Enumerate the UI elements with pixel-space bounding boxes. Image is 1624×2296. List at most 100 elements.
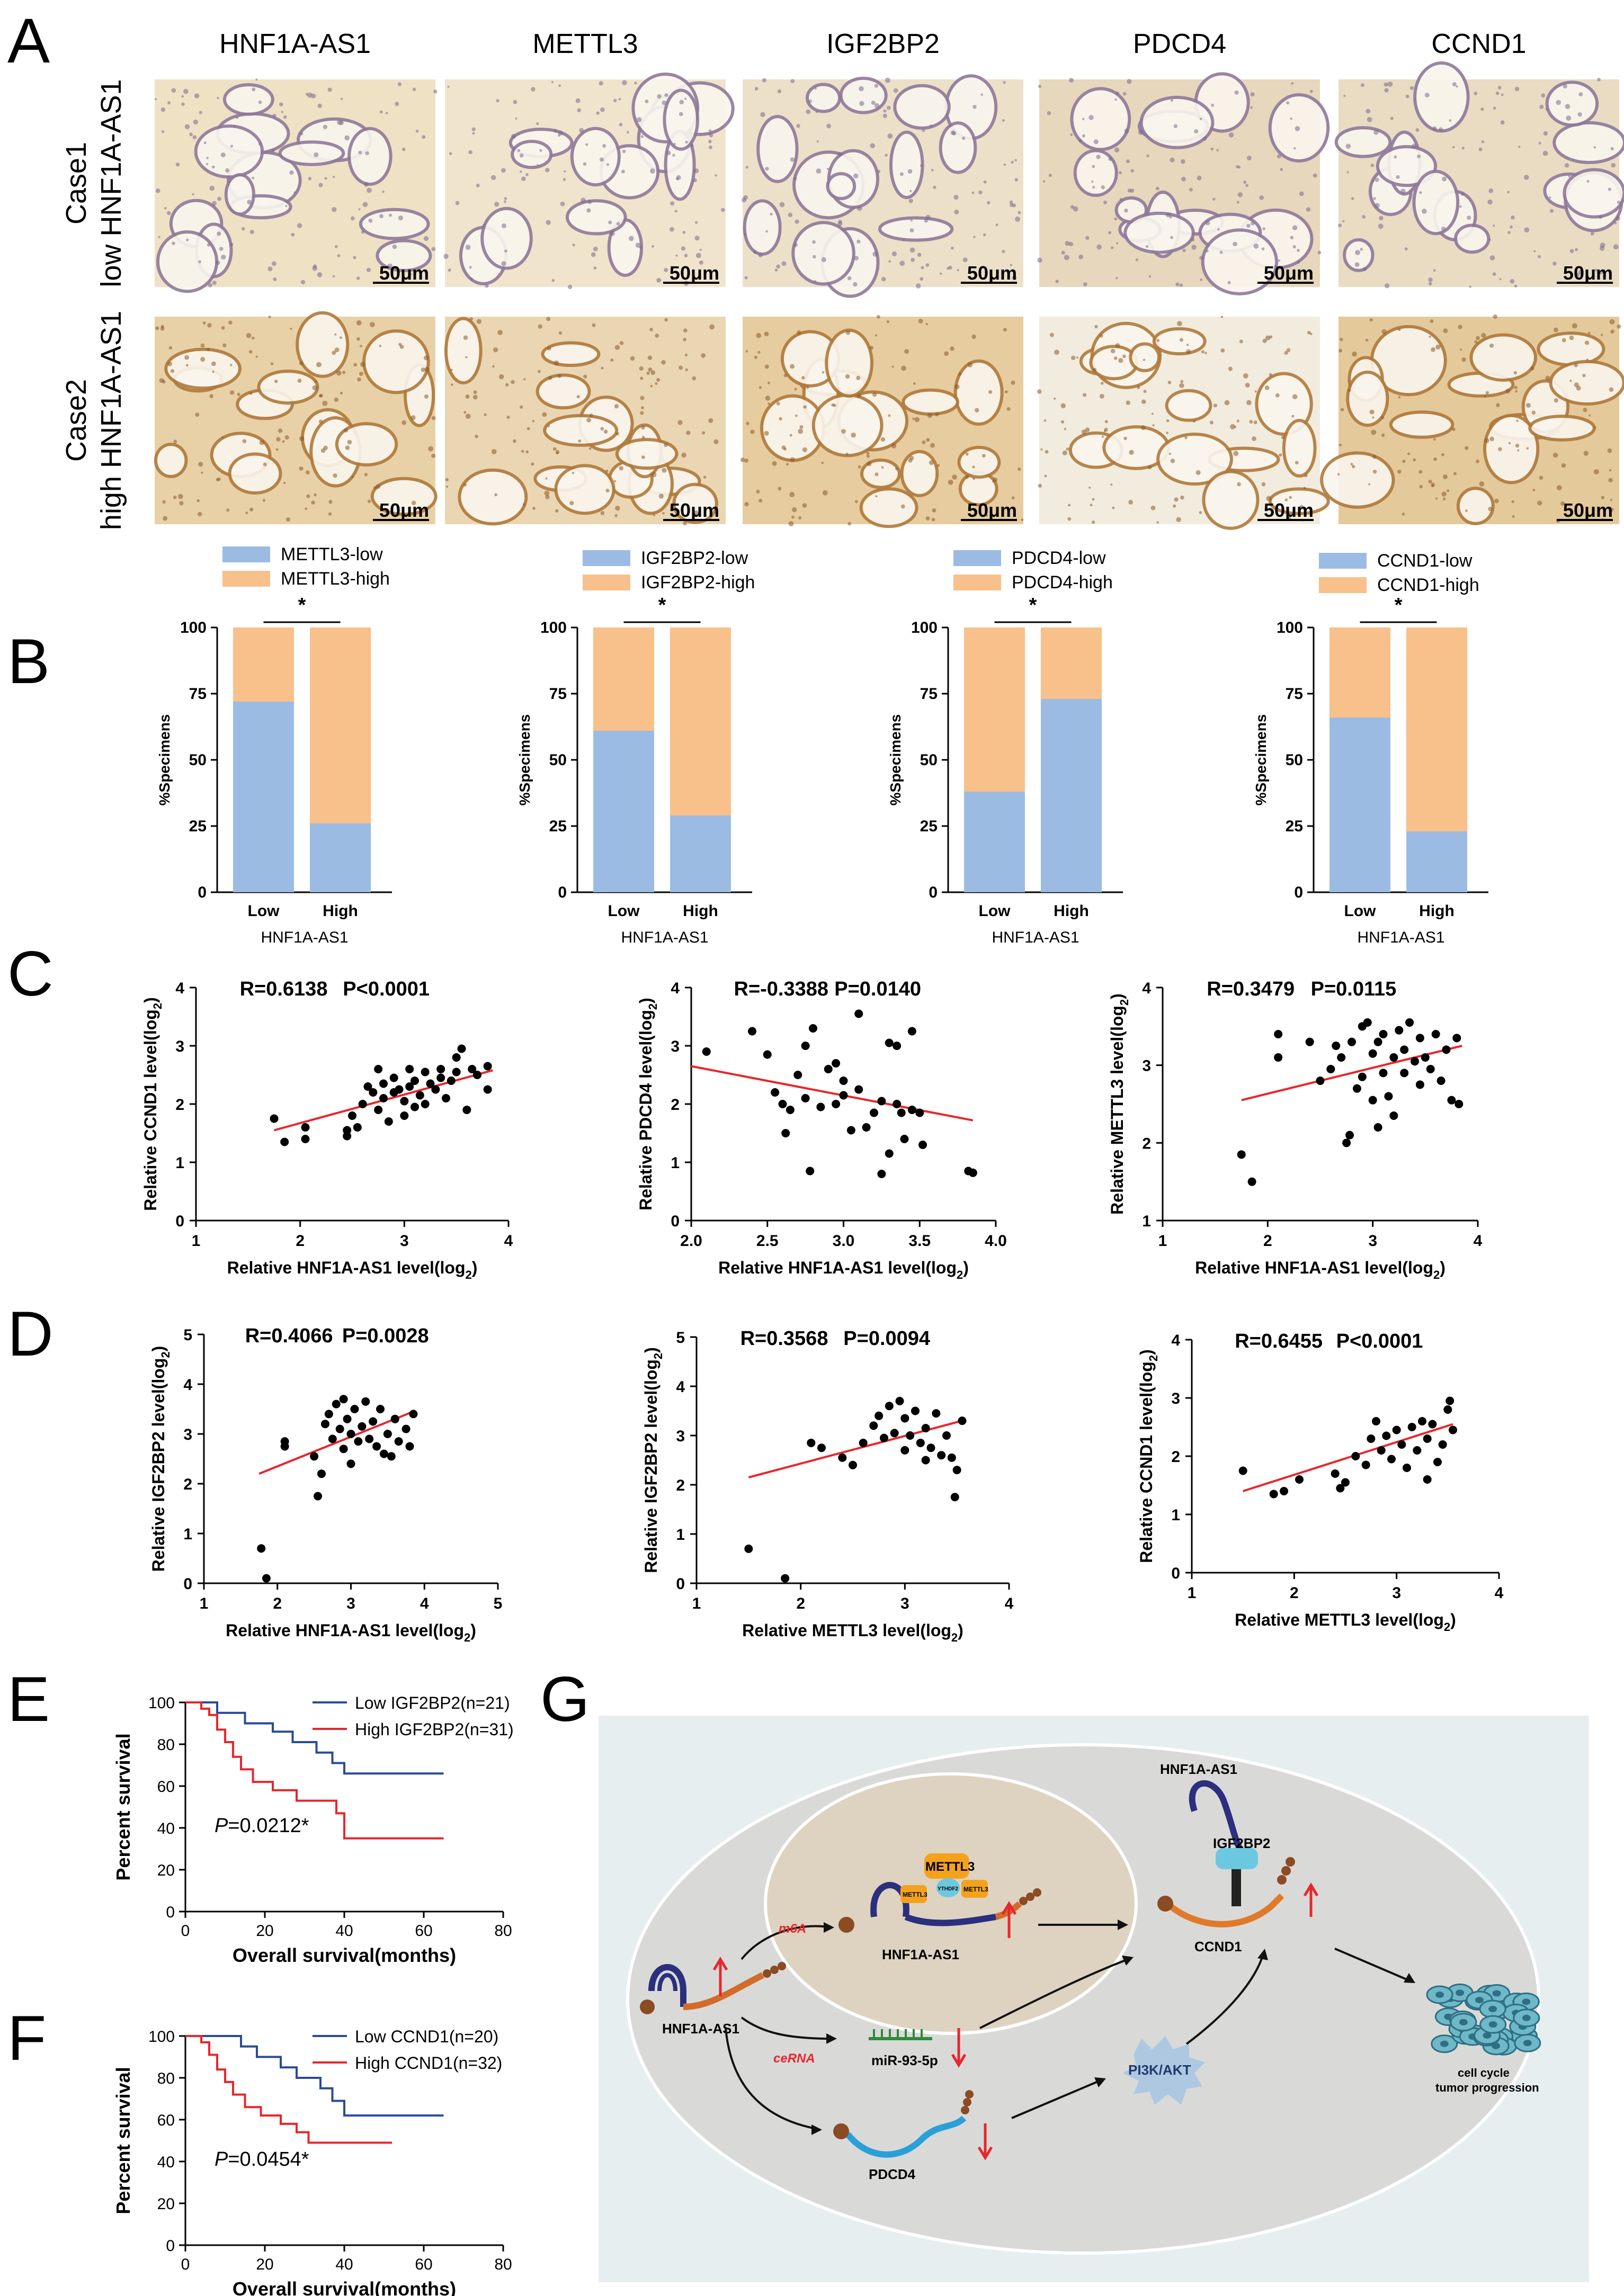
y-tick-label: 0 [558, 884, 567, 901]
data-point [1342, 1138, 1351, 1147]
data-point [405, 1065, 414, 1073]
x-axis-label: Relative METTL3 level(log2) [742, 1621, 963, 1644]
data-point [1392, 1425, 1401, 1434]
data-point [1397, 1440, 1406, 1449]
stacked-bar-chart: CCND1-low CCND1-high 0 25 50 75 100 %Specimens L… [1253, 551, 1488, 946]
scatter-plot: 2.0 2.5 3.0 3.5 4.0 0 1 2 3 4 Relative HNF1A-AS1 l… [636, 978, 1007, 1281]
data-point [1447, 1096, 1456, 1105]
data-point [301, 1135, 310, 1143]
y-tick-label: 25 [189, 818, 207, 835]
bar-high-segment [670, 627, 731, 815]
legend-swatch-high [222, 571, 270, 587]
arrowhead [824, 1922, 834, 1933]
x-tick-label: 1 [692, 1595, 701, 1612]
data-point [369, 1088, 378, 1097]
data-point [1316, 1077, 1325, 1085]
data-point [786, 1106, 795, 1114]
data-point [1358, 1072, 1367, 1081]
data-point [893, 1042, 902, 1050]
ccnd1-to-outcome-arrow [1334, 1948, 1409, 1981]
data-point [801, 1094, 810, 1102]
y-tick-label: 0 [166, 1904, 175, 1921]
igf2bp2-label: IGF2BP2 [1213, 1835, 1270, 1851]
data-point [452, 1053, 461, 1062]
pi3k-akt-burst [1123, 2036, 1205, 2105]
x-axis-label: HNF1A-AS1 [621, 929, 708, 946]
y-tick-label: 2 [1171, 1448, 1180, 1466]
legend-swatch-high [953, 575, 1001, 590]
y-tick-label: 25 [920, 818, 938, 835]
polya-bead [1019, 1897, 1028, 1905]
y-tick-label: 4 [1142, 980, 1151, 997]
x-tick-label: 1 [192, 1232, 201, 1250]
data-point [952, 1466, 961, 1475]
y-tick-label: 0 [166, 2237, 175, 2255]
data-point [816, 1102, 825, 1111]
stacked-bar-chart: PDCD4-low PDCD4-high 0 25 50 75 100 %Specimens L… [887, 548, 1123, 946]
m6a-arrow [740, 1925, 832, 1960]
y-tick-label: 100 [148, 2028, 175, 2046]
scale-bar-label: 50μm [1264, 262, 1314, 284]
survival-curve [185, 1701, 444, 1775]
scale-bar-label: 50μm [1563, 499, 1613, 521]
data-point [1372, 1417, 1380, 1425]
data-point [328, 1434, 337, 1443]
hnf1a-as1-rna-left [640, 1962, 786, 2014]
y-axis-label: Percent survival [112, 2067, 134, 2214]
data-point [1384, 1092, 1393, 1101]
panel-letter-a: A [7, 5, 50, 76]
ccnd1-protein-stalk [1232, 1869, 1241, 1906]
data-point [1341, 1478, 1350, 1487]
data-point [1403, 1464, 1411, 1472]
x-tick-label: 20 [256, 2256, 273, 2273]
bar-high-segment [964, 627, 1025, 792]
data-point [926, 1443, 935, 1452]
scale-bar-label: 50μm [670, 262, 719, 284]
data-point [262, 1574, 271, 1583]
y-tick-label: 0 [676, 1575, 685, 1593]
panel-letter-e: E [7, 1664, 50, 1735]
data-point [885, 1038, 894, 1047]
data-point [436, 1073, 445, 1082]
x-tick-label: 2.5 [756, 1232, 779, 1250]
x-tick-label: 3.0 [833, 1232, 855, 1250]
rna-cap [838, 1917, 854, 1933]
category-label: Low [1344, 902, 1377, 920]
data-point [1373, 1123, 1382, 1132]
data-point [781, 1574, 790, 1583]
y-tick-label: 2 [676, 1477, 685, 1494]
category-label: Low [608, 902, 640, 920]
panel-letter-g: G [540, 1664, 590, 1735]
y-tick-label: 75 [189, 685, 207, 703]
polya-bead [1286, 1857, 1295, 1867]
data-point [880, 1433, 888, 1442]
polya-bead [770, 1966, 779, 1974]
y-tick-label: 80 [157, 1736, 175, 1754]
category-label: High [683, 902, 718, 920]
gene-header: METTL3 [532, 29, 638, 59]
data-point [824, 1065, 833, 1073]
data-point [343, 1414, 352, 1423]
x-tick-label: 2.0 [680, 1232, 702, 1250]
y-tick-label: 4 [183, 1376, 192, 1394]
data-point [1237, 1150, 1246, 1159]
outcome-line2: tumor progression [1435, 2081, 1539, 2094]
data-point [379, 1449, 388, 1458]
data-point [1331, 1469, 1340, 1478]
rna-cap [640, 1999, 655, 2014]
data-point [1368, 1049, 1377, 1058]
y-axis-label: %Specimens [1253, 714, 1269, 806]
x-tick-label: 40 [335, 1922, 353, 1940]
data-point [877, 1170, 886, 1178]
data-point [473, 1071, 481, 1079]
ihc-image: 50μm [444, 317, 726, 526]
scale-bar-label: 50μm [670, 499, 719, 521]
pdcd4-arrow [725, 2028, 816, 2130]
p-value: P=0.0212* [215, 1815, 309, 1837]
polya-bead [1033, 1888, 1041, 1897]
rna-cap [1157, 1896, 1173, 1912]
legend-high: METTL3-high [281, 569, 390, 589]
data-point [335, 1424, 344, 1433]
y-tick-label: 0 [671, 1213, 680, 1230]
data-point [395, 1085, 404, 1094]
